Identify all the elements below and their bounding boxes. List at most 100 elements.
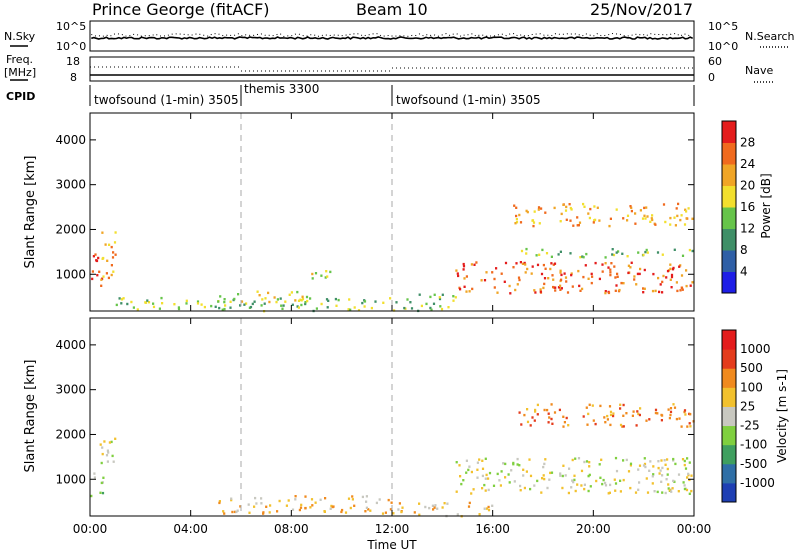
echo-cell xyxy=(504,462,507,466)
echo-cell xyxy=(672,459,675,462)
echo-cell xyxy=(652,272,655,276)
echo-cell xyxy=(476,468,479,471)
echo-cell xyxy=(229,306,232,309)
echo-cell xyxy=(631,414,634,417)
echo-cell xyxy=(611,253,614,256)
echo-cell xyxy=(304,302,307,306)
echo-cell xyxy=(646,491,650,494)
echo-cell xyxy=(554,289,557,292)
echo-cell xyxy=(560,278,563,281)
echo-cell xyxy=(530,272,533,275)
echo-cell xyxy=(300,299,303,302)
echo-cell xyxy=(669,410,673,414)
echo-cell xyxy=(678,417,681,420)
echo-cell xyxy=(544,267,547,270)
echo-cell xyxy=(685,284,688,288)
power-y-axis-label: Slant Range [km] xyxy=(23,156,38,269)
echo-cell xyxy=(675,207,678,210)
velocity-colorbar: 1000 500 100 25 -25 -100 -500 -1000 Velocity [m… xyxy=(721,329,789,503)
noise-tick-bottom-right: 10^0 xyxy=(708,40,738,53)
echo-cell xyxy=(604,290,607,293)
nave-line xyxy=(90,66,694,72)
echo-cell xyxy=(578,221,582,224)
colorbar-segment xyxy=(722,482,736,503)
echo-cell xyxy=(324,497,327,500)
echo-cell xyxy=(455,461,458,464)
echo-cell xyxy=(110,245,113,249)
echo-cell xyxy=(237,293,240,296)
echo-cell xyxy=(319,498,322,501)
echo-cell xyxy=(666,473,669,476)
echo-cell xyxy=(491,271,494,274)
echo-cell xyxy=(651,214,654,217)
x-tick-label: 04:00 xyxy=(173,522,208,536)
echo-cell xyxy=(108,243,111,246)
echo-cell xyxy=(622,425,625,428)
echo-cell xyxy=(518,278,521,282)
echo-cell xyxy=(609,273,612,277)
x-tick-label: 12:00 xyxy=(375,522,410,536)
echo-cell xyxy=(684,208,687,211)
echo-cell xyxy=(374,300,377,303)
echo-cell xyxy=(664,491,667,495)
echo-cell xyxy=(626,214,630,217)
echo-cell xyxy=(110,273,113,277)
echo-cell xyxy=(550,417,553,421)
echo-cell xyxy=(230,498,233,502)
echo-cell xyxy=(619,423,623,427)
echo-cell xyxy=(433,293,436,296)
echo-cell xyxy=(598,219,601,222)
echo-cell xyxy=(484,477,487,480)
echo-cell xyxy=(549,267,552,271)
echo-cell xyxy=(538,222,541,225)
echo-cell xyxy=(335,304,338,307)
echo-cell xyxy=(649,460,652,463)
echo-cell xyxy=(621,252,624,255)
echo-cell xyxy=(100,461,103,465)
echo-cell xyxy=(110,264,113,267)
echo-cell xyxy=(560,212,563,216)
echo-cell xyxy=(629,462,633,465)
echo-cell xyxy=(462,479,465,482)
echo-cell xyxy=(310,498,314,501)
echo-cell xyxy=(223,307,226,311)
echo-cell xyxy=(614,489,617,492)
echo-cell xyxy=(161,302,164,305)
echo-cell xyxy=(622,217,625,220)
echo-cell xyxy=(281,307,284,310)
echo-cell xyxy=(290,291,293,294)
echo-cell xyxy=(522,468,525,471)
colorbar-segment xyxy=(722,185,736,208)
echo-cell xyxy=(323,510,326,513)
echo-cell xyxy=(626,219,629,222)
echo-cell xyxy=(367,508,370,511)
echo-cell xyxy=(459,288,462,291)
echo-cell xyxy=(525,252,528,255)
echo-cell xyxy=(583,205,586,208)
echo-cell xyxy=(543,462,546,466)
colorbar-segment xyxy=(722,463,736,484)
echo-cell xyxy=(472,488,475,491)
echo-cell xyxy=(542,263,545,267)
echo-cell xyxy=(291,303,294,306)
echo-cell xyxy=(543,408,546,412)
echo-cell xyxy=(609,483,612,487)
echo-cell xyxy=(398,502,401,505)
echo-cell xyxy=(210,304,213,308)
echo-cell xyxy=(606,414,609,418)
colorbar-segment xyxy=(722,349,736,369)
echo-cell xyxy=(438,296,441,299)
echo-cell xyxy=(92,255,95,258)
echo-cell xyxy=(300,303,303,307)
echo-cell xyxy=(644,465,647,469)
echo-cell xyxy=(526,267,529,271)
echo-cell xyxy=(462,262,465,266)
colorbar-tick-label: 12 xyxy=(740,222,755,236)
echo-cell xyxy=(267,291,270,295)
echo-cell xyxy=(637,251,640,254)
echo-cell xyxy=(642,291,645,294)
echo-cell xyxy=(219,295,222,298)
echo-cell xyxy=(558,408,561,412)
echo-cell xyxy=(559,284,562,287)
colorbar-segment xyxy=(722,387,736,407)
